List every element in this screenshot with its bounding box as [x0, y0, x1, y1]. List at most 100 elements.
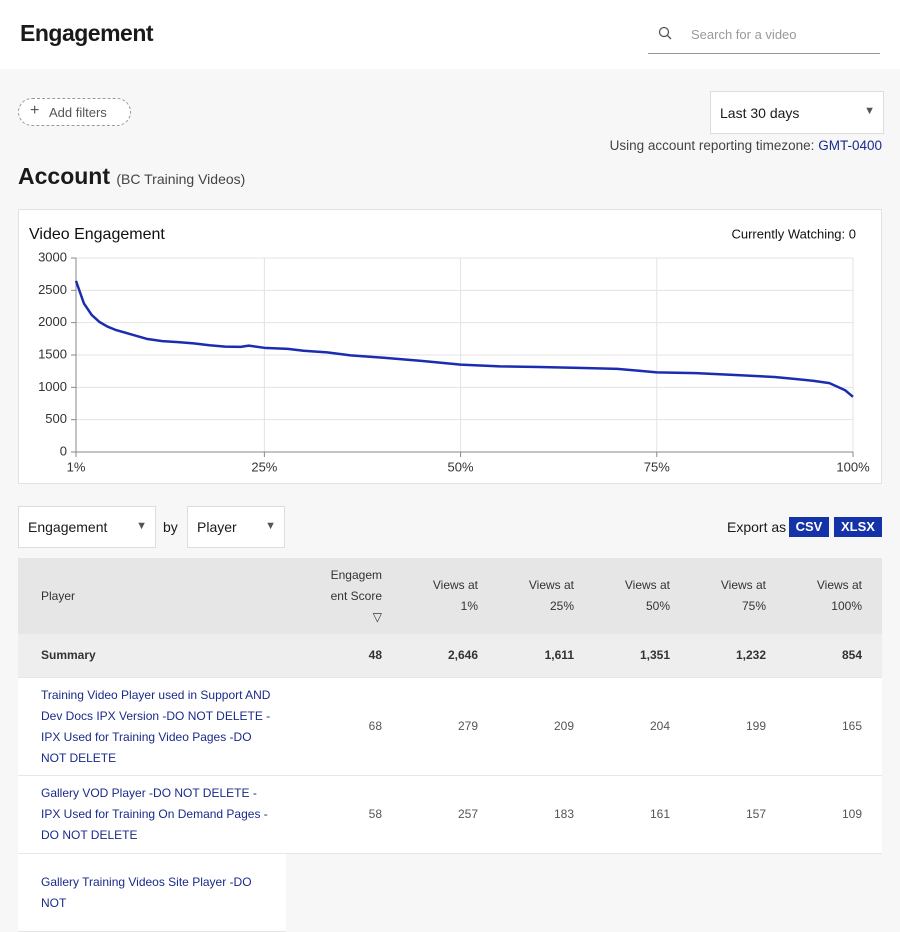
export-csv-button[interactable]: CSV [789, 517, 829, 537]
search-box[interactable]: Search for a video [648, 20, 880, 54]
by-label: by [163, 519, 178, 535]
column-header[interactable]: Views at 1% [382, 558, 478, 634]
column-header[interactable]: Views at 50% [574, 558, 670, 634]
value-cell: 257 [382, 775, 478, 854]
value-cell: 183 [478, 775, 574, 854]
value-cell: 68 [286, 677, 382, 776]
player-link[interactable]: Gallery VOD Player -DO NOT DELETE -IPX U… [41, 786, 268, 842]
value-cell: 165 [766, 677, 882, 776]
column-header[interactable]: Views at 100% [766, 558, 882, 634]
dropdown-arrow: ▼ [265, 520, 276, 532]
export-xlsx-button[interactable]: XLSX [834, 517, 882, 537]
add-filters-label: Add filters [49, 105, 107, 120]
chart: Video Engagement Currently Watching: 0 0… [29, 226, 870, 474]
value-cell: 161 [574, 775, 670, 854]
table-row: Training Video Player used in Support AN… [18, 677, 882, 776]
dropdown-arrow: ▼ [136, 520, 147, 532]
value-cell: 854 [766, 634, 882, 678]
x-tick-label: 25% [251, 459, 277, 474]
chart-annotation: Currently Watching: 0 [731, 226, 856, 241]
y-tick-label: 2000 [38, 314, 67, 329]
value-cell: 1,611 [478, 634, 574, 678]
cell-value: 199 [745, 719, 766, 733]
column-header-label: Views at 50% [624, 578, 670, 613]
search-placeholder: Search for a video [691, 27, 797, 42]
cell-value: 58 [368, 807, 382, 821]
column-header[interactable]: Views at 75% [670, 558, 766, 634]
value-cell: 279 [382, 677, 478, 776]
cell-value: 165 [841, 719, 862, 733]
x-tick-label: 100% [836, 459, 870, 474]
cell-value: 1,232 [735, 648, 766, 662]
cell-value: 2,646 [447, 648, 478, 662]
metric-select[interactable]: Engagement ▼ [18, 506, 156, 548]
column-header[interactable]: Views at 25% [478, 558, 574, 634]
date-range-label: Last 30 days [720, 105, 800, 121]
header [0, 0, 900, 69]
value-cell: 58 [286, 775, 382, 854]
column-header-label: Views at 100% [816, 578, 862, 613]
value-cell: 157 [670, 775, 766, 854]
cell-value: 109 [841, 807, 862, 821]
player-link[interactable]: Gallery Training Videos Site Player -DO … [41, 874, 252, 910]
value-cell: 199 [670, 677, 766, 776]
x-tick-label: 1% [67, 459, 86, 474]
add-filters-button[interactable]: + Add filters [18, 98, 131, 126]
column-header-label: Views at 25% [528, 578, 574, 613]
column-header-label: Views at 1% [432, 578, 478, 613]
y-tick-label: 3000 [38, 249, 67, 264]
account-title: Account [18, 163, 110, 189]
value-cell: 1,351 [574, 634, 670, 678]
value-cell: 2,646 [382, 634, 478, 678]
column-header[interactable]: Player [18, 558, 286, 634]
cell-value: 161 [649, 807, 670, 821]
export-label: Export as [727, 519, 787, 535]
plus-icon: + [30, 102, 40, 119]
player-link[interactable]: Training Video Player used in Support AN… [41, 687, 271, 765]
player-cell: Gallery Training Videos Site Player -DO … [18, 853, 286, 932]
group-label: Player [197, 519, 237, 535]
table-row: Gallery VOD Player -DO NOT DELETE -IPX U… [18, 775, 882, 854]
sort-icon: ▽ [372, 609, 382, 624]
y-tick-label: 2500 [38, 282, 67, 297]
metric-label: Engagement [28, 519, 108, 535]
value-cell: 1,232 [670, 634, 766, 678]
cell-value: 257 [457, 807, 478, 821]
account-heading: Account (BC Training Videos) [18, 163, 245, 190]
timezone-link[interactable]: GMT-0400 [818, 138, 882, 153]
value-cell: 209 [478, 677, 574, 776]
value-cell: 204 [574, 677, 670, 776]
cell-value: 279 [457, 719, 478, 733]
player-cell: Training Video Player used in Support AN… [18, 677, 286, 776]
timezone-label: Using account reporting timezone: [609, 138, 815, 153]
y-tick-label: 1000 [38, 379, 67, 394]
player-cell: Gallery VOD Player -DO NOT DELETE -IPX U… [18, 775, 286, 854]
column-header[interactable]: Engagement Score ▽ [286, 558, 382, 634]
cell-value: 1,351 [639, 648, 670, 662]
y-tick-label: 0 [60, 443, 67, 458]
search-icon [658, 26, 672, 40]
y-tick-label: 1500 [38, 346, 67, 361]
column-header-label: Views at 75% [720, 578, 766, 613]
table-row: Gallery Training Videos Site Player -DO … [18, 853, 882, 932]
cell-value: 209 [553, 719, 574, 733]
cell-value: 854 [841, 648, 862, 662]
summary-label: Summary [41, 648, 96, 662]
cell-value: 183 [553, 807, 574, 821]
player-cell: Summary [18, 634, 286, 678]
cell-value: 1,611 [544, 648, 574, 662]
data-line [74, 280, 854, 398]
account-subtitle: (BC Training Videos) [116, 171, 246, 187]
cell-value: 68 [368, 719, 382, 733]
value-cell: 109 [766, 775, 882, 854]
header-row: Player Engagement Score ▽ Views at 1% Views … [18, 558, 882, 634]
timezone-note: Using account reporting timezone: GMT-04… [610, 138, 882, 153]
page-title: Engagement [20, 20, 154, 46]
cell-value: 48 [368, 648, 382, 662]
date-range-select[interactable]: Last 30 days ▼ [710, 91, 884, 134]
group-select[interactable]: Player ▼ [187, 506, 285, 548]
table-row: Summary 48 2,646 1,611 1,351 1,232 854 [18, 634, 882, 678]
y-tick-label: 500 [45, 411, 67, 426]
data-table: Player Engagement Score ▽ Views at 1% Views … [18, 558, 882, 932]
